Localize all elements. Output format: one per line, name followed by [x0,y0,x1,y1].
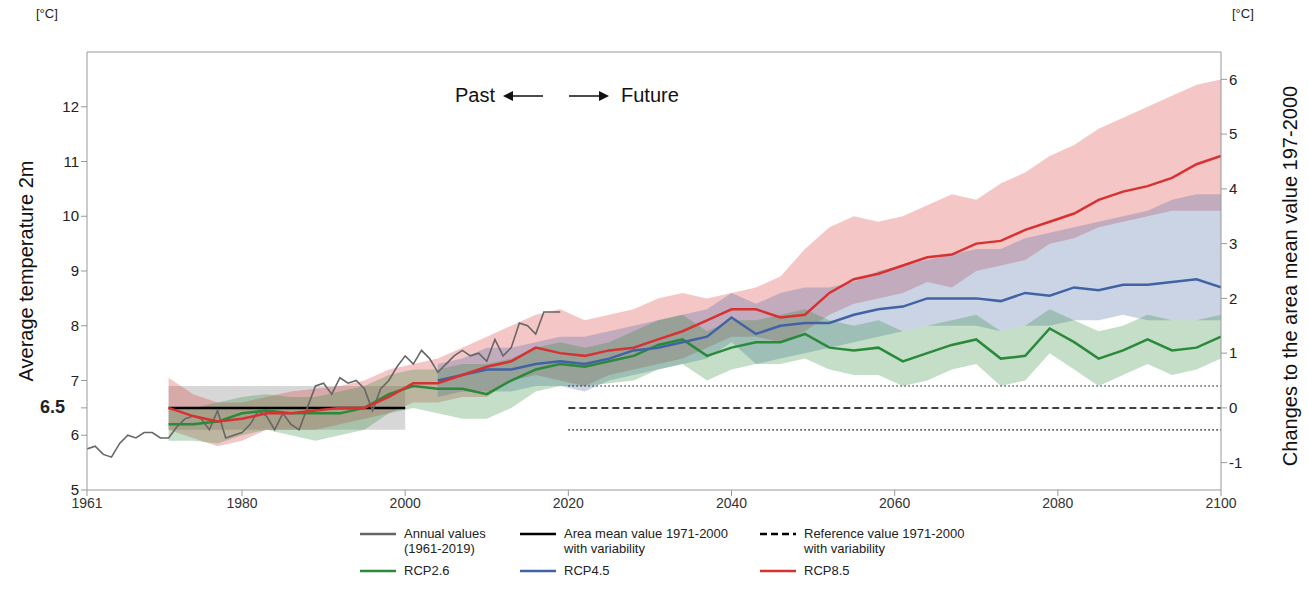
svg-text:5: 5 [1229,125,1237,142]
html-text:Future: Future [621,84,679,106]
svg-text:2080: 2080 [1042,495,1073,511]
svg-text:2020: 2020 [553,495,584,511]
html-text:(1961-2019): (1961-2019) [404,541,475,556]
svg-text:1980: 1980 [226,495,257,511]
html-text:[°C]: [°C] [1232,6,1254,21]
html-text:RCP4.5: RCP4.5 [564,563,610,578]
html-text:Changes to the area mean value: Changes to the area mean value 197-2000 [1278,85,1301,467]
svg-text:9: 9 [71,262,79,279]
html-text:[°C]: [°C] [36,6,58,21]
svg-text:2100: 2100 [1205,495,1236,511]
html-text:Past: Past [455,84,495,106]
html-text:Annual values: Annual values [404,526,486,541]
svg-text:1961: 1961 [71,494,103,511]
html-text:RCP2.6: RCP2.6 [404,563,450,578]
svg-text:2: 2 [1229,290,1237,307]
svg-text:11: 11 [63,153,79,170]
svg-text:3: 3 [1229,235,1237,252]
svg-text:6: 6 [71,426,79,443]
svg-text:2040: 2040 [716,495,747,511]
svg-text:7: 7 [71,372,79,389]
html-text:RCP8.5: RCP8.5 [804,563,850,578]
svg-text:8: 8 [71,317,79,334]
svg-text:12: 12 [62,98,79,115]
html-text:Area mean value 1971-2000 with: Area mean value 1971-2000 with variabili… [564,526,729,556]
html-text:Average temperature 2m: Average temperature 2m [14,160,37,382]
svg-text:5: 5 [71,481,79,498]
svg-text:2000: 2000 [390,495,421,511]
svg-text:0: 0 [1229,399,1237,416]
svg-text:-1: -1 [1229,454,1242,471]
svg-text:6.5: 6.5 [40,397,65,417]
svg-text:4: 4 [1229,180,1237,197]
svg-text:6: 6 [1229,71,1237,88]
svg-text:10: 10 [62,207,79,224]
svg-text:2060: 2060 [879,495,910,511]
html-text:Reference value 1971-2000 with: Reference value 1971-2000 with variabili… [804,526,965,556]
svg-text:1: 1 [1229,344,1237,361]
